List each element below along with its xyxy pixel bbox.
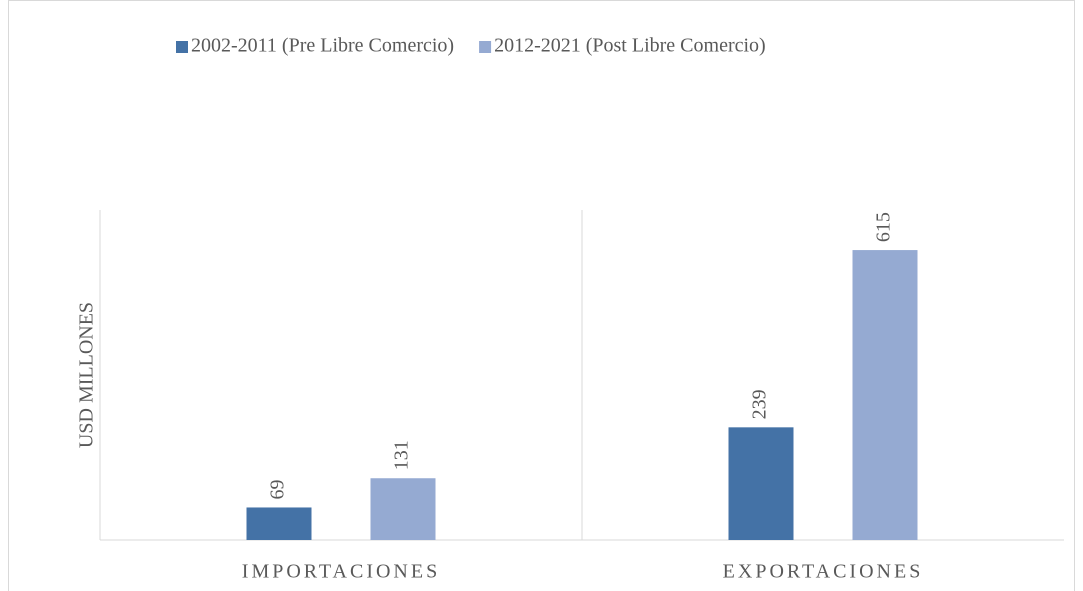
bar [852, 250, 918, 541]
legend-label: 2002-2011 (Pre Libre Comercio) [191, 35, 454, 57]
bar [246, 507, 312, 540]
legend-marker [479, 41, 492, 53]
x-tick-label: EXPORTACIONES [723, 561, 924, 583]
data-label: 131 [391, 440, 413, 470]
data-label: 69 [267, 479, 289, 499]
data-label: 615 [873, 212, 895, 242]
x-tick-label: IMPORTACIONES [242, 561, 440, 583]
chart-border [8, 0, 1075, 591]
y-axis-label: USD MILLONES [76, 302, 98, 448]
data-label: 239 [749, 389, 771, 419]
bar [728, 427, 794, 540]
legend-label: 2012-2021 (Post Libre Comercio) [494, 35, 766, 57]
legend-marker [176, 41, 188, 53]
bar [370, 478, 436, 540]
